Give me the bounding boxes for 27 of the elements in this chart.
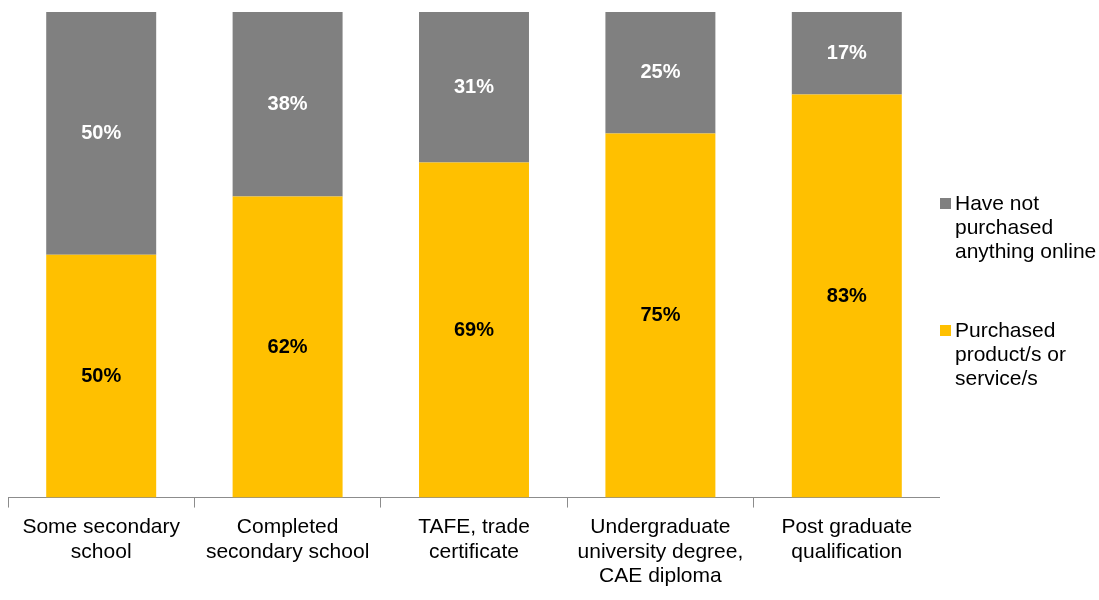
bar: [791, 12, 902, 95]
legend-label: Have not purchased anything online: [955, 190, 1098, 263]
data-label: 75%: [640, 302, 681, 325]
x-tick-label: Post graduate qualification: [781, 514, 913, 562]
bar: [232, 196, 343, 498]
x-tick-label: Completed secondary school: [205, 514, 370, 562]
bar: [419, 12, 529, 163]
data-label: 50%: [81, 363, 122, 386]
bar: [46, 254, 157, 498]
data-label: 50%: [81, 120, 122, 143]
data-label: 69%: [453, 317, 495, 340]
legend-label: Purchased product/s or service/s: [955, 317, 1067, 390]
data-label: 17%: [826, 40, 868, 63]
bar: [419, 162, 529, 498]
x-tick-label: TAFE, trade certificate: [418, 514, 530, 562]
data-label: 31%: [453, 74, 495, 97]
bar: [46, 12, 157, 255]
x-tick-label: Undergraduate university degree, CAE diploma: [577, 514, 744, 586]
bar: [605, 12, 716, 134]
x-tick-label: Some secondary school: [22, 514, 181, 562]
bar: [232, 12, 343, 197]
data-label: 83%: [826, 283, 868, 306]
data-label: 38%: [267, 91, 308, 114]
bar: [791, 94, 902, 498]
data-label: 25%: [640, 60, 681, 83]
data-label: 62%: [267, 334, 308, 357]
bar: [605, 133, 716, 498]
